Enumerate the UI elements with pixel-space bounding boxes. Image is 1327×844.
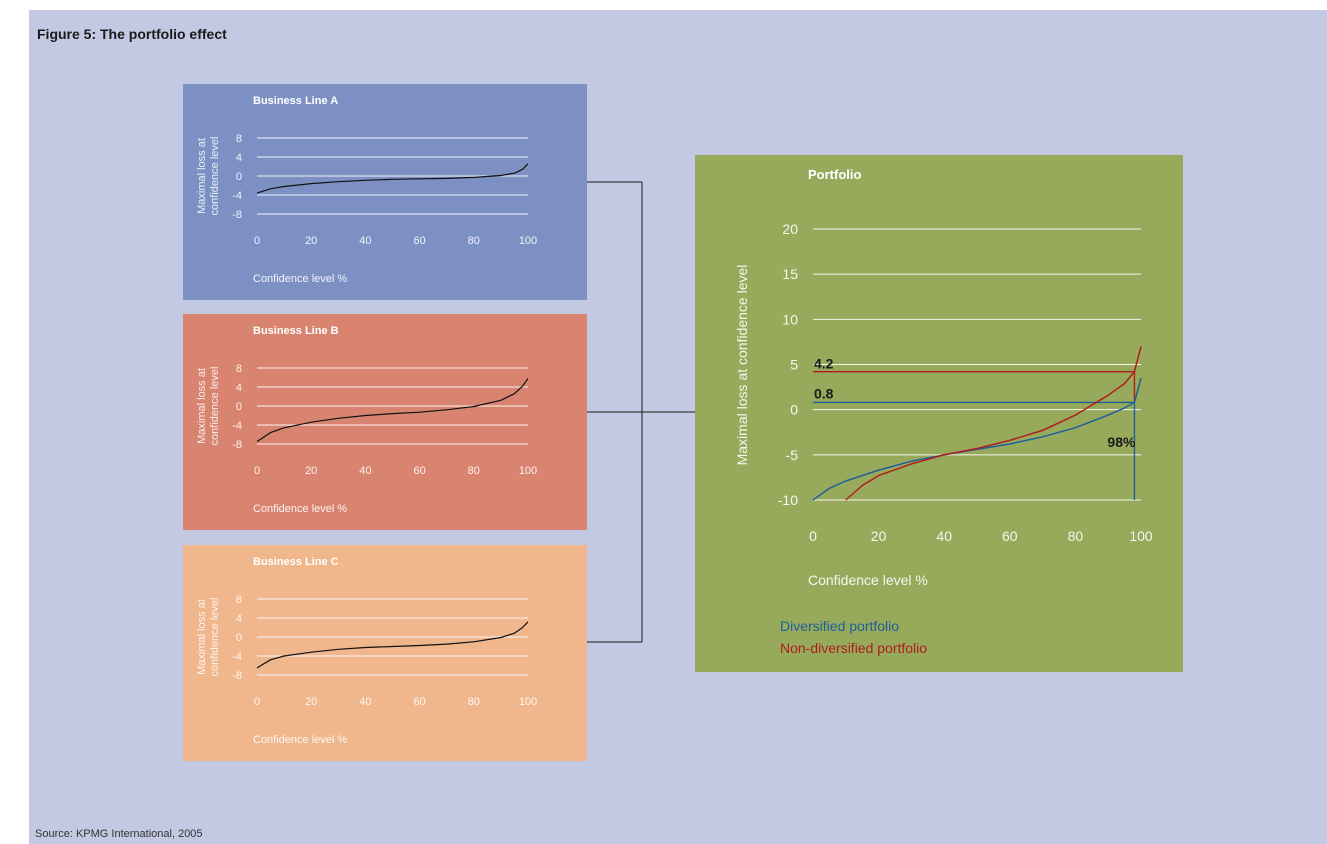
y-tick-label: -8 — [232, 670, 242, 682]
x-tick-label: 20 — [305, 465, 317, 477]
x-tick-label: 40 — [359, 235, 371, 247]
y-tick-label: 5 — [790, 357, 798, 373]
series-line-diversified — [812, 377, 1142, 501]
portfolio-panel: Portfolio Maximal loss at confidence leve… — [695, 155, 1183, 672]
y-tick-label: 20 — [782, 221, 798, 237]
portfolio-chart: Portfolio Maximal loss at confidence leve… — [734, 167, 1153, 588]
y-tick-label: -10 — [778, 492, 798, 508]
legend-diversified: Diversified portfolio — [780, 618, 900, 634]
y-tick-label: 8 — [236, 594, 242, 606]
x-tick-label: 40 — [359, 696, 371, 708]
annotation-label-0-8: 0.8 — [814, 385, 834, 401]
x-tick-label: 60 — [413, 235, 425, 247]
y-tick-label: 4 — [236, 152, 242, 164]
x-axis-label: Confidence level % — [253, 273, 347, 285]
series-line — [256, 378, 529, 443]
x-tick-label: 0 — [254, 235, 260, 247]
y-axis-label: Maximal loss at confidence level — [734, 265, 750, 466]
x-tick-label: 20 — [871, 528, 887, 544]
y-tick-label: -4 — [232, 420, 242, 432]
y-axis-label-line: Maximal loss at — [196, 599, 208, 675]
business-line-a-chart: Business Line A Maximal loss atconfidence… — [196, 95, 537, 285]
chart-title: Business Line A — [253, 95, 338, 107]
y-tick-label: 4 — [236, 613, 242, 625]
chart-title: Portfolio — [808, 167, 861, 182]
y-tick-label: 0 — [236, 171, 242, 183]
x-tick-label: 100 — [519, 465, 537, 477]
x-tick-label: 60 — [413, 696, 425, 708]
series-line — [256, 621, 529, 669]
y-axis-label: Maximal loss atconfidence level — [196, 367, 221, 446]
y-tick-label: 0 — [236, 401, 242, 413]
y-axis-label-line: Maximal loss at — [196, 368, 208, 444]
x-tick-label: 80 — [1068, 528, 1084, 544]
annotation-label-4-2: 4.2 — [814, 356, 834, 372]
x-tick-label: 60 — [413, 465, 425, 477]
business-line-b-chart: Business Line B Maximal loss atconfidence… — [196, 325, 537, 515]
y-tick-label: 10 — [782, 311, 798, 327]
x-tick-label: 20 — [305, 696, 317, 708]
x-axis-label: Confidence level % — [253, 503, 347, 515]
x-tick-label: 80 — [468, 696, 480, 708]
y-tick-label: -8 — [232, 209, 242, 221]
x-axis-label: Confidence level % — [253, 734, 347, 746]
series-line — [256, 163, 529, 194]
x-tick-label: 100 — [1129, 528, 1153, 544]
x-tick-label: 100 — [519, 235, 537, 247]
y-tick-label: 0 — [790, 402, 798, 418]
y-tick-label: 15 — [782, 266, 798, 282]
x-axis-label: Confidence level % — [808, 572, 928, 588]
y-tick-label: 0 — [236, 632, 242, 644]
x-tick-label: 20 — [305, 235, 317, 247]
x-tick-label: 40 — [359, 465, 371, 477]
y-tick-label: -5 — [786, 447, 799, 463]
x-tick-label: 80 — [468, 465, 480, 477]
chart-title: Business Line B — [253, 325, 339, 337]
y-axis-label-line: confidence level — [209, 137, 221, 216]
x-tick-label: 60 — [1002, 528, 1018, 544]
x-tick-label: 40 — [936, 528, 952, 544]
y-tick-label: -8 — [232, 439, 242, 451]
business-line-c-panel: Business Line C Maximal loss atconfidence… — [183, 545, 587, 761]
business-line-a-panel: Business Line A Maximal loss atconfidence… — [183, 84, 587, 300]
x-tick-label: 0 — [254, 696, 260, 708]
x-tick-label: 100 — [519, 696, 537, 708]
y-axis-label-line: confidence level — [209, 367, 221, 446]
legend-non-diversified: Non-diversified portfolio — [780, 640, 928, 656]
x-tick-label: 80 — [468, 235, 480, 247]
y-axis-label-line: confidence level — [209, 598, 221, 677]
y-tick-label: -4 — [232, 651, 242, 663]
y-tick-label: 4 — [236, 382, 242, 394]
annotation-label-98: 98% — [1107, 434, 1136, 450]
x-tick-label: 0 — [254, 465, 260, 477]
source-note: Source: KPMG International, 2005 — [35, 828, 203, 840]
series-line-non-diversified — [845, 346, 1142, 501]
x-tick-label: 0 — [809, 528, 817, 544]
y-tick-label: 8 — [236, 133, 242, 145]
business-line-b-panel: Business Line B Maximal loss atconfidence… — [183, 314, 587, 530]
y-tick-label: -4 — [232, 190, 242, 202]
figure: Figure 5: The portfolio effect Business … — [29, 10, 1327, 844]
business-line-c-chart: Business Line C Maximal loss atconfidence… — [196, 556, 537, 746]
y-axis-label: Maximal loss atconfidence level — [196, 598, 221, 677]
chart-title: Business Line C — [253, 556, 339, 568]
y-axis-label-line: Maximal loss at — [196, 138, 208, 214]
connector-lines — [587, 181, 695, 643]
figure-title: Figure 5: The portfolio effect — [37, 26, 227, 42]
y-tick-label: 8 — [236, 363, 242, 375]
y-axis-label: Maximal loss atconfidence level — [196, 137, 221, 216]
